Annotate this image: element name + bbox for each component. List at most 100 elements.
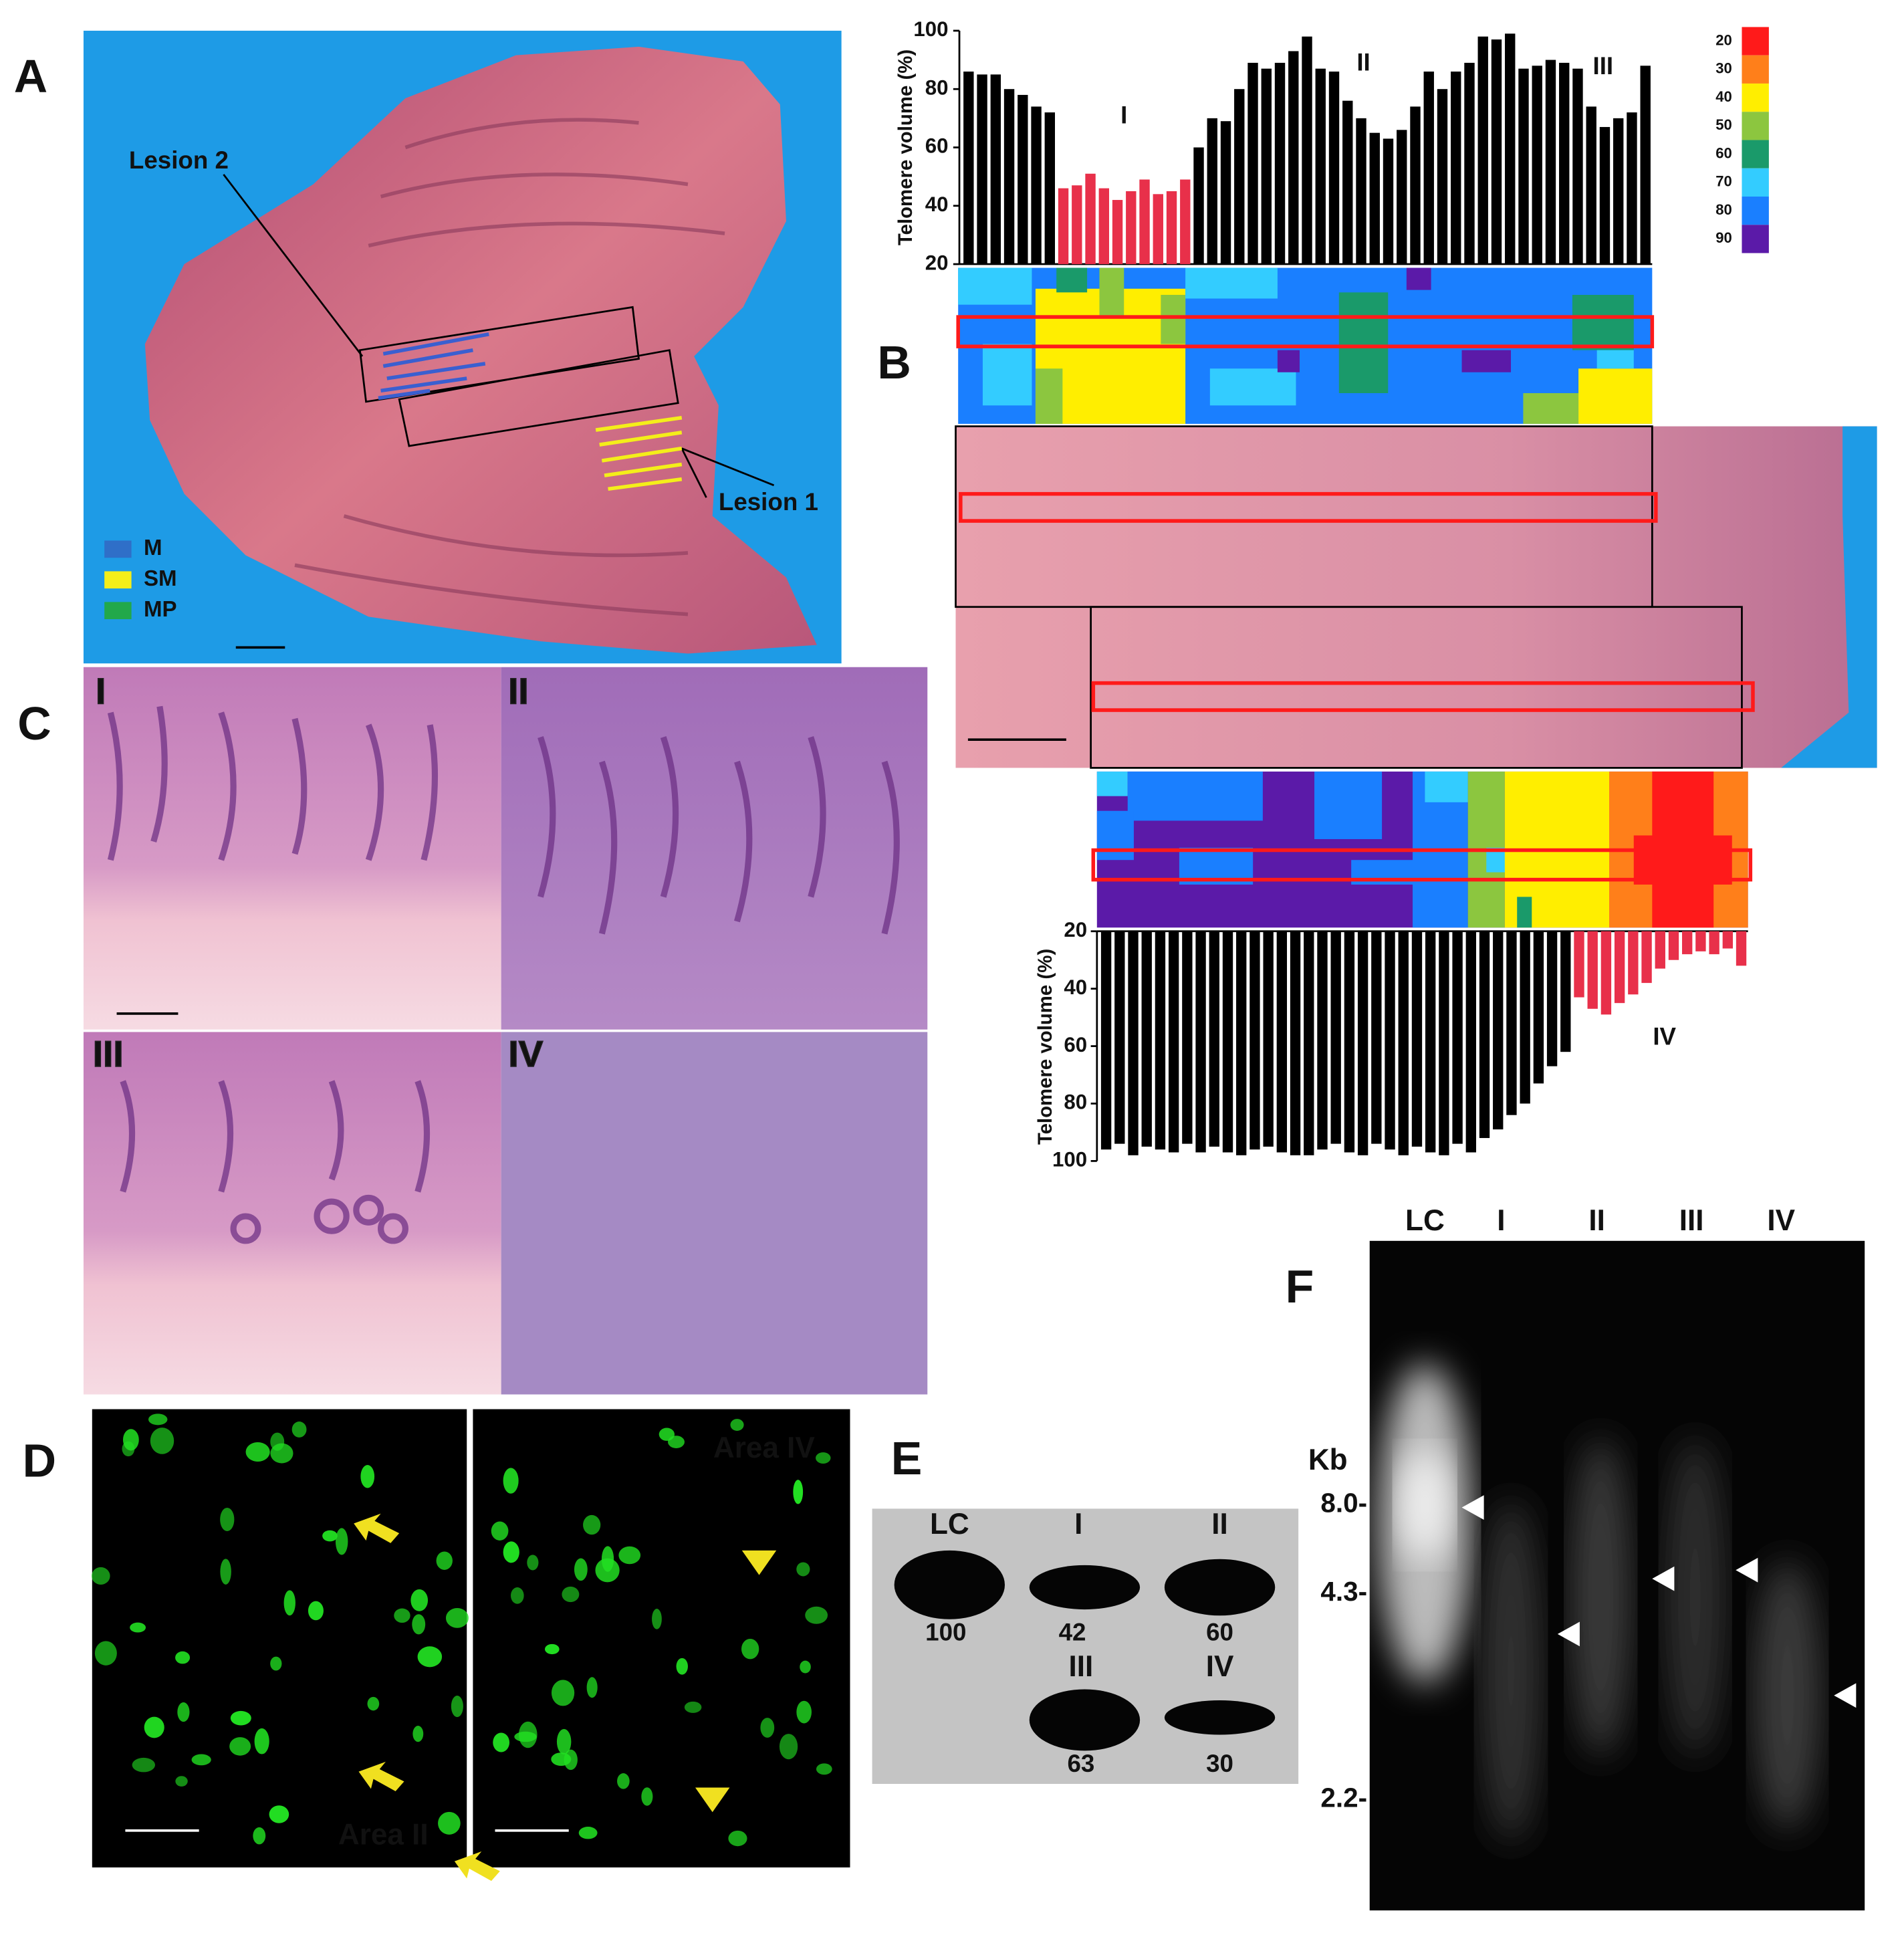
spot <box>551 1752 572 1767</box>
lane-label: I <box>1074 1508 1082 1541</box>
spot <box>779 1734 798 1760</box>
shape <box>1406 267 1431 290</box>
shape <box>1161 294 1186 344</box>
shape <box>378 1213 408 1244</box>
color-scale-label: 70 <box>1715 173 1732 190</box>
region-label: IV <box>1653 1022 1676 1050</box>
color-swatch <box>1742 168 1769 197</box>
bar <box>1451 72 1461 265</box>
shape <box>1209 368 1296 406</box>
shape <box>120 1080 431 1193</box>
spot <box>91 1567 110 1585</box>
bar <box>1031 106 1042 265</box>
spot <box>800 1660 811 1674</box>
spot <box>410 1589 429 1611</box>
spot <box>175 1651 191 1664</box>
bar <box>1452 931 1463 1144</box>
shape <box>1029 1689 1141 1751</box>
shape <box>223 174 364 357</box>
shape <box>1480 1498 1542 1843</box>
shape <box>741 1550 777 1575</box>
spot <box>676 1658 688 1675</box>
bar <box>1222 931 1233 1153</box>
bar <box>1682 931 1693 955</box>
bar <box>1641 931 1652 984</box>
area-label: Area IV <box>713 1432 816 1464</box>
bar <box>1425 931 1436 1153</box>
spot <box>436 1551 453 1570</box>
bar <box>1003 89 1015 265</box>
color-scale-label: 30 <box>1715 60 1732 77</box>
bar <box>1166 191 1177 265</box>
color-swatch <box>1742 140 1769 168</box>
bar <box>1207 118 1217 265</box>
shape <box>1096 771 1128 796</box>
marker-label: 4.3- <box>1320 1576 1367 1607</box>
spot <box>511 1587 524 1604</box>
color-scale-label: 40 <box>1715 88 1732 105</box>
y-tick-label: 100 <box>913 17 948 41</box>
photo-b-boxes <box>955 425 1743 769</box>
bar <box>1085 173 1096 265</box>
bar <box>1098 188 1109 265</box>
shape <box>1736 1557 1758 1583</box>
y-tick-label: 80 <box>1064 1091 1087 1114</box>
bar <box>1383 138 1394 265</box>
shape <box>1035 368 1063 424</box>
shape <box>1397 1450 1452 1561</box>
shape <box>608 477 683 491</box>
spot <box>730 1419 744 1431</box>
bar <box>1220 121 1231 265</box>
color-scale-label: 90 <box>1715 229 1732 246</box>
shape <box>1652 1566 1675 1591</box>
bar <box>1018 94 1028 265</box>
bar <box>1369 132 1380 265</box>
bar <box>1709 931 1719 955</box>
color-swatch <box>1742 55 1769 84</box>
lesion-label: Lesion 1 <box>719 488 818 516</box>
shape <box>681 448 707 498</box>
bar <box>1153 194 1163 265</box>
bar <box>1317 931 1328 1150</box>
value-label: 100 <box>925 1619 966 1646</box>
bar <box>1640 66 1651 265</box>
bar <box>1506 931 1517 1115</box>
bar <box>1304 931 1314 1155</box>
shape <box>1277 350 1300 372</box>
spot <box>641 1787 653 1806</box>
spot <box>144 1716 164 1738</box>
spot <box>230 1710 251 1726</box>
shape <box>599 431 683 447</box>
shape <box>1461 1495 1484 1520</box>
spot <box>816 1763 832 1775</box>
m-stripes <box>378 332 489 401</box>
spot <box>684 1701 702 1713</box>
spot <box>94 1641 117 1666</box>
spot <box>245 1442 270 1462</box>
bar <box>1397 130 1407 265</box>
value-label: 42 <box>1059 1619 1086 1646</box>
bar <box>1532 66 1542 265</box>
lane-label: LC <box>930 1508 969 1541</box>
shape <box>1164 1559 1276 1616</box>
bar <box>1560 931 1571 1052</box>
spot <box>269 1805 289 1823</box>
spot <box>445 1607 469 1628</box>
gel-lanes <box>1378 1363 1822 1843</box>
bar <box>1274 62 1286 265</box>
spot <box>177 1702 190 1722</box>
spot <box>652 1609 662 1629</box>
bar <box>1236 931 1247 1155</box>
bar <box>1695 931 1706 951</box>
spot <box>412 1726 424 1742</box>
histology-label: II <box>508 671 529 712</box>
shape <box>1425 771 1468 802</box>
spot <box>417 1646 443 1668</box>
bar <box>1044 112 1056 265</box>
bar <box>1437 89 1448 265</box>
bar <box>1545 60 1556 265</box>
bar <box>1464 62 1475 265</box>
y-tick-label: 60 <box>1064 1033 1087 1056</box>
spot <box>805 1606 828 1624</box>
